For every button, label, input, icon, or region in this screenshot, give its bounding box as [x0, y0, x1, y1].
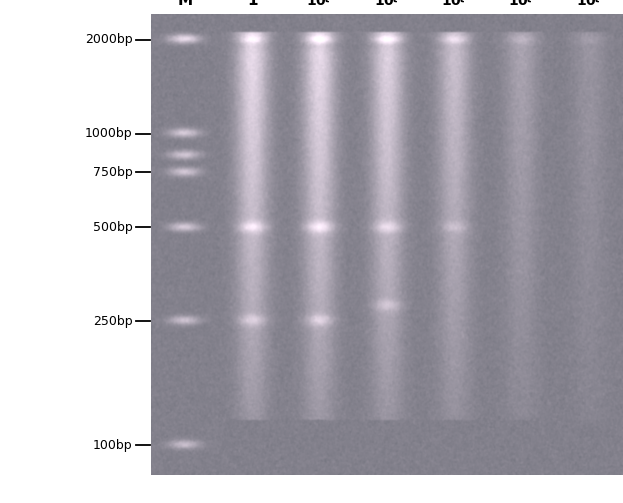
Text: 2000bp: 2000bp: [85, 33, 133, 46]
Text: 250bp: 250bp: [93, 315, 133, 327]
Text: 750bp: 750bp: [93, 166, 133, 179]
Text: 500bp: 500bp: [93, 221, 133, 234]
Text: $\mathbf{10}$: $\mathbf{10}$: [576, 0, 597, 8]
Text: $\mathbf{M}$: $\mathbf{M}$: [177, 0, 193, 8]
Text: $\mathbf{10}$: $\mathbf{10}$: [441, 0, 462, 8]
Text: $\mathbf{10}$: $\mathbf{10}$: [508, 0, 529, 8]
Text: ^{-5: ^{-5: [584, 0, 614, 2]
Text: ^{-1: ^{-1: [314, 0, 344, 2]
Text: $\mathbf{10}$: $\mathbf{10}$: [307, 0, 327, 8]
Text: ^{-2: ^{-2: [382, 0, 411, 2]
Text: 1000bp: 1000bp: [85, 127, 133, 140]
Text: $\mathbf{10}$: $\mathbf{10}$: [374, 0, 394, 8]
Text: ^{-3: ^{-3: [449, 0, 478, 2]
Text: $\mathbf{1}$: $\mathbf{1}$: [247, 0, 258, 8]
Text: ^{-4: ^{-4: [516, 0, 546, 2]
Text: 100bp: 100bp: [93, 439, 133, 452]
